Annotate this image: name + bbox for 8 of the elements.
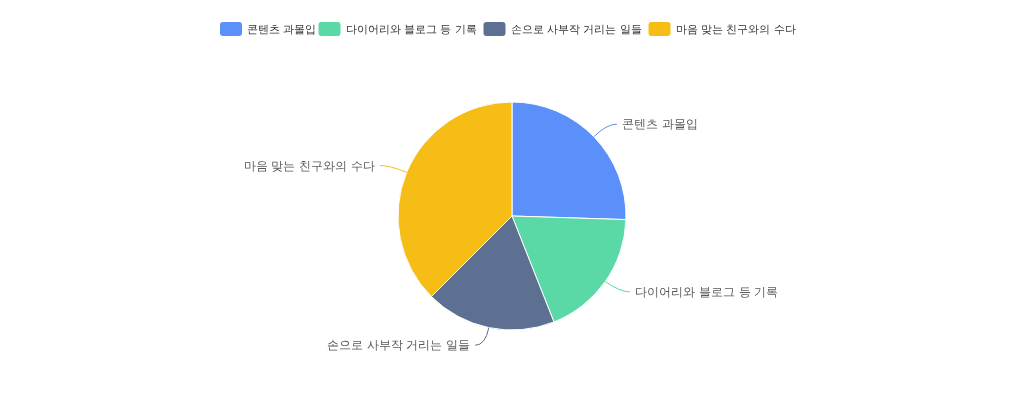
legend-label: 마음 맞는 친구와의 수다 [675, 22, 796, 36]
slice-label: 다이어리와 블로그 등 기록 [635, 285, 779, 300]
legend-label: 다이어리와 블로그 등 기록 [345, 22, 477, 36]
slice-label: 마음 맞는 친구와의 수다 [243, 158, 376, 173]
legend-label: 콘텐츠 과몰입 [247, 22, 317, 36]
slice-label: 손으로 사부작 거리는 일들 [326, 338, 471, 353]
slice-label: 콘텐츠 과몰입 [621, 117, 698, 132]
legend-label: 손으로 사부작 거리는 일들 [510, 22, 642, 36]
